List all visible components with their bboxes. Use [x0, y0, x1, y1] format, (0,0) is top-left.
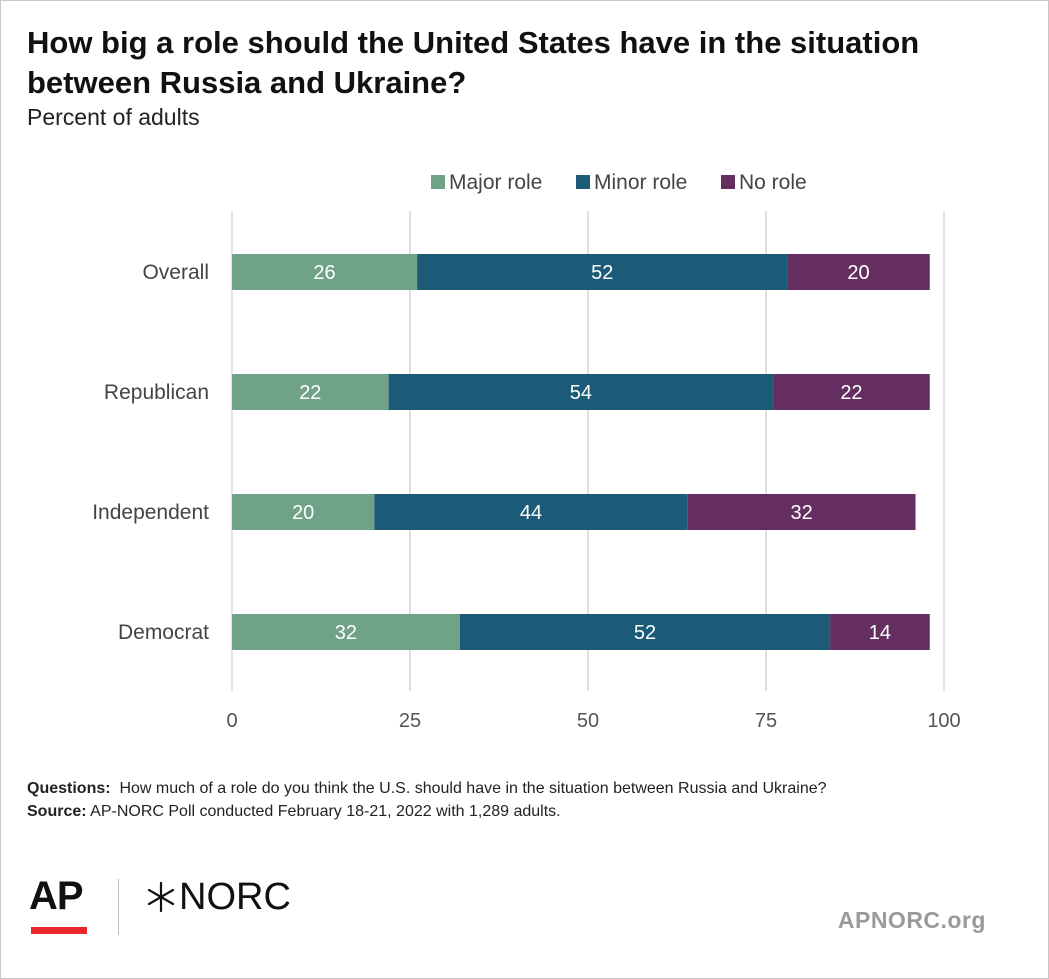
bar-0-1 [417, 254, 788, 290]
grid-lines [231, 211, 945, 691]
category-label-3: Democrat [118, 621, 209, 644]
bar-value-label-0-2: 20 [847, 262, 869, 284]
legend-label-2: No role [739, 171, 807, 194]
x-tick-label-0: 0 [226, 710, 237, 732]
bar-value-label-2-1: 44 [520, 502, 542, 524]
site-url: APNORC.org [837, 907, 986, 933]
bar-3-1 [459, 614, 831, 650]
bar-1-0 [232, 374, 389, 410]
x-axis-ticks: 0 25 50 75 100 [226, 710, 960, 732]
legend-label-0: Major role [449, 171, 542, 194]
bar-3-0 [232, 614, 460, 650]
bar-value-label-2-2: 32 [790, 502, 812, 524]
bar-0-2 [787, 254, 930, 290]
questions-label: Questions: [27, 780, 111, 797]
x-tick-label-25: 25 [399, 710, 421, 732]
legend: Major role Minor role No role [431, 171, 807, 194]
legend-label-1: Minor role [594, 171, 687, 194]
bar-value-label-1-0: 22 [299, 382, 321, 404]
bar-value-label-0-1: 52 [591, 262, 613, 284]
bar-2-1 [374, 494, 688, 530]
bars: 26 52 20 22 54 22 20 44 32 32 52 14 [232, 254, 930, 650]
chart-title: How big a role should the United States … [27, 25, 920, 100]
questions-text: How much of a role do you think the U.S.… [119, 780, 827, 797]
x-tick-label-100: 100 [927, 710, 960, 732]
bar-2-2 [687, 494, 916, 530]
norc-logo: NORC [179, 876, 291, 918]
x-tick-label-75: 75 [755, 710, 777, 732]
ap-logo: AP [29, 874, 84, 918]
chart-notes: Questions: How much of a role do you thi… [27, 777, 1027, 823]
bar-value-label-1-1: 54 [570, 382, 592, 404]
source-note: Source: AP-NORC Poll conducted February … [27, 800, 1027, 823]
legend-swatch-0 [431, 175, 445, 189]
source-text: AP-NORC Poll conducted February 18-21, 2… [90, 803, 561, 820]
stacked-bar-chart: Major role Minor role No role 26 52 20 22 54 22… [92, 171, 960, 732]
legend-swatch-1 [576, 175, 590, 189]
category-label-1: Republican [104, 381, 209, 404]
source-label: Source: [27, 803, 87, 820]
bar-value-label-1-2: 22 [840, 382, 862, 404]
bar-value-label-3-1: 52 [634, 622, 656, 644]
category-labels: Overall Republican Independent Democrat [92, 261, 209, 644]
questions-note: Questions: How much of a role do you thi… [27, 777, 1027, 800]
bar-1-2 [773, 374, 930, 410]
legend-swatch-2 [721, 175, 735, 189]
bar-value-label-3-0: 32 [335, 622, 357, 644]
category-label-0: Overall [142, 261, 209, 284]
chart-subtitle: Percent of adults [27, 104, 200, 130]
x-tick-label-50: 50 [577, 710, 599, 732]
logo-divider [118, 879, 119, 935]
category-label-2: Independent [92, 501, 209, 524]
bar-2-0 [232, 494, 375, 530]
ap-logo-underline [31, 927, 87, 934]
bar-3-2 [830, 614, 930, 650]
norc-star-icon [147, 881, 175, 913]
bar-value-label-0-0: 26 [313, 262, 335, 284]
bar-value-label-2-0: 20 [292, 502, 314, 524]
bar-0-0 [232, 254, 418, 290]
bar-value-label-3-2: 14 [869, 622, 891, 644]
bar-1-1 [388, 374, 774, 410]
